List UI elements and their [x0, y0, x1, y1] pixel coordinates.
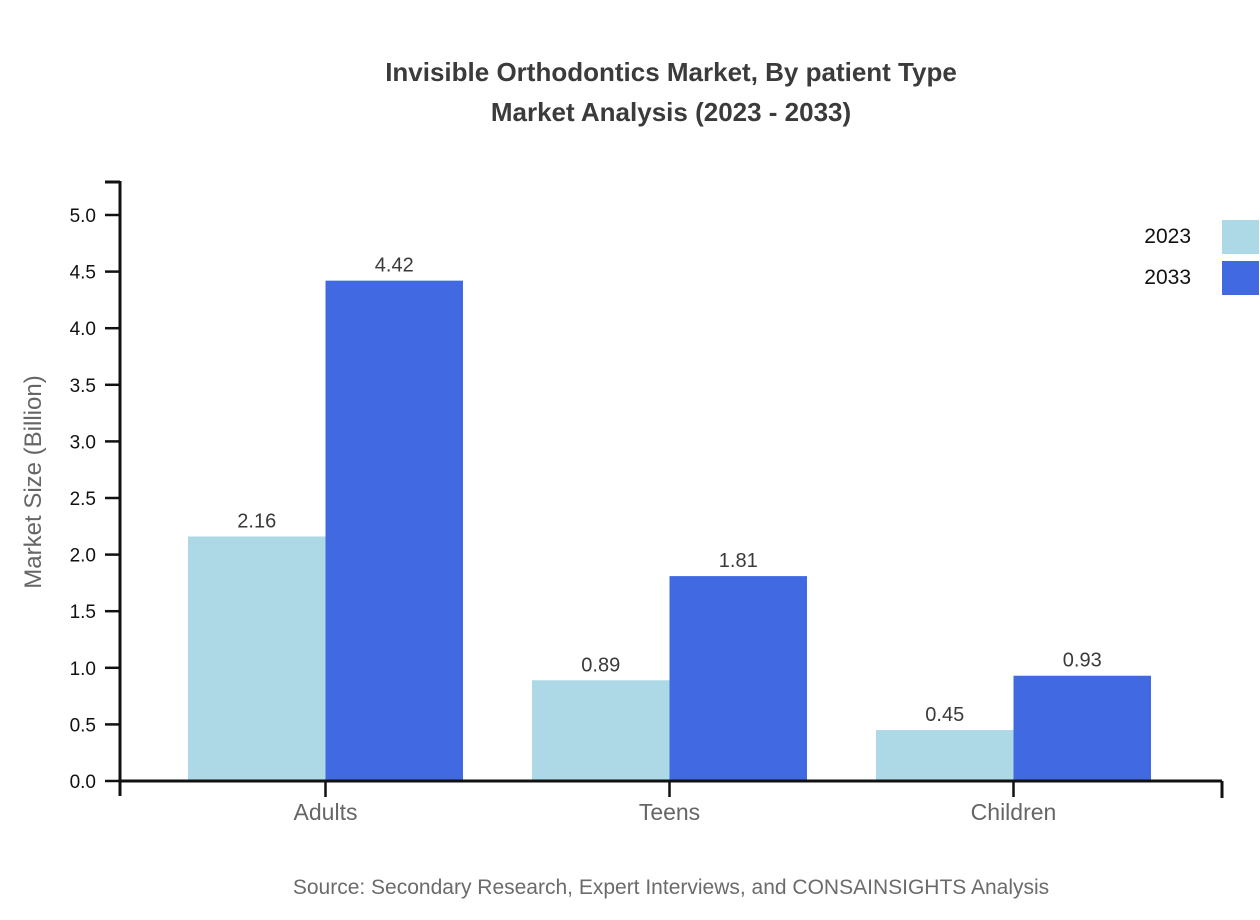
legend-label-2023: 2023 [1144, 225, 1191, 248]
legend-item-2033: 2033 [1144, 261, 1260, 295]
value-label-adults-2023: 2.16 [237, 510, 276, 532]
bar-adults-2033 [325, 280, 463, 781]
x-tick-label-children: Children [971, 799, 1057, 825]
y-tick-label: 2.0 [70, 546, 96, 567]
y-tick-label: 3.5 [70, 376, 96, 397]
chart-title-line2: Market Analysis (2023 - 2033) [490, 97, 852, 127]
value-label-children-2023: 0.45 [925, 704, 964, 726]
bar-teens-2023 [532, 680, 670, 781]
y-tick-label: 0.5 [70, 715, 96, 736]
value-label-teens-2023: 0.89 [581, 654, 620, 676]
legend-label-2033: 2033 [1144, 266, 1191, 289]
value-label-children-2033: 0.93 [1063, 650, 1102, 672]
value-label-teens-2033: 1.81 [719, 550, 758, 572]
bar-teens-2033 [669, 576, 807, 781]
chart-title: Invisible Orthodontics Market, By patien… [120, 52, 1222, 132]
bar-children-2033 [1013, 675, 1151, 781]
source-note: Source: Secondary Research, Expert Inter… [292, 876, 1050, 899]
y-tick-label: 3.0 [70, 432, 96, 453]
x-tick-label-teens: Teens [639, 799, 700, 825]
y-tick-label: 5.0 [70, 206, 96, 227]
legend-item-2023: 2023 [1144, 220, 1260, 254]
legend-swatch-2023 [1222, 220, 1259, 254]
legend-swatch-2033 [1222, 261, 1259, 295]
legend: 2023 2033 [1144, 220, 1260, 295]
y-tick-label: 0.0 [70, 772, 96, 793]
value-label-adults-2033: 4.42 [375, 255, 414, 277]
bar-children-2023 [876, 730, 1014, 781]
y-tick-label: 1.0 [70, 659, 96, 680]
chart-title-line1: Invisible Orthodontics Market, By patien… [385, 57, 957, 87]
x-tick-label-adults: Adults [294, 799, 358, 825]
bar-adults-2023 [188, 536, 326, 781]
y-tick-label: 4.5 [70, 263, 96, 284]
y-tick-label: 1.5 [70, 602, 96, 623]
y-tick-label: 2.5 [70, 489, 96, 510]
y-tick-label: 4.0 [70, 319, 96, 340]
